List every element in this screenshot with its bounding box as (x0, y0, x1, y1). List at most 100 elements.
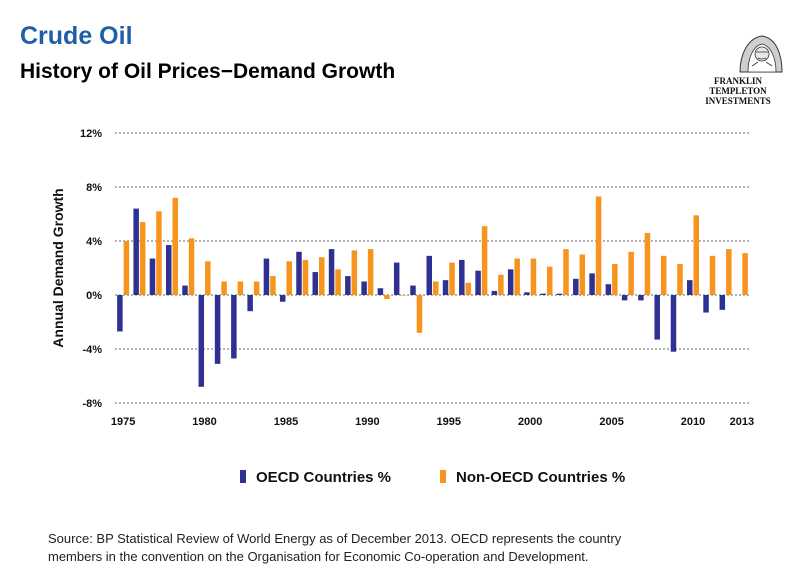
x-tick-label: 1975 (111, 416, 135, 428)
non-oecd-bar (237, 281, 244, 295)
non-oecd-bar (546, 266, 553, 295)
non-oecd-bar (742, 253, 748, 295)
non-oecd-bar (563, 249, 569, 295)
oecd-bar (214, 295, 221, 364)
oecd-bar (638, 295, 644, 301)
non-oecd-bar (726, 249, 732, 295)
oecd-bar (361, 281, 367, 295)
non-oecd-bar (384, 295, 390, 300)
benjamin-franklin-portrait-icon (739, 35, 783, 73)
non-oecd-bar (579, 254, 586, 295)
non-oecd-bar (221, 281, 227, 295)
legend-non-oecd: Non-OECD Countries % (440, 469, 625, 486)
oecd-bar (719, 295, 726, 310)
oecd-bar (328, 249, 335, 295)
x-tick-label: 1980 (192, 416, 216, 428)
non-oecd-bar (693, 215, 700, 295)
y-tick-label: -4% (82, 344, 102, 356)
x-tick-label: 2000 (518, 416, 542, 428)
non-oecd-bar (400, 295, 406, 296)
x-tick-label: 1995 (437, 416, 461, 428)
oecd-bar (573, 278, 579, 295)
oecd-bar (410, 285, 416, 295)
y-tick-label: 0% (86, 290, 102, 302)
source-line-1: Source: BP Statistical Review of World E… (48, 531, 622, 546)
non-oecd-bar (335, 269, 341, 295)
y-axis-ticks: -8% -4% 0% 4% 8% 12% (80, 128, 102, 410)
oecd-bar (149, 258, 156, 295)
demand-growth-chart: -8% -4% 0% 4% 8% 12% 1975 1980 1985 1990 1995 2000… (50, 128, 754, 428)
oecd-bar (670, 295, 677, 352)
x-tick-label: 2010 (681, 416, 705, 428)
non-oecd-bar (595, 196, 602, 295)
oecd-bar (426, 255, 432, 295)
non-oecd-bar (253, 281, 260, 295)
oecd-bar (442, 280, 449, 295)
oecd-bar (491, 290, 498, 295)
oecd-bar (605, 284, 612, 295)
non-oecd-bar (139, 222, 146, 295)
y-tick-label: -8% (82, 398, 102, 410)
x-tick-label: 2013 (730, 416, 754, 428)
oecd-bar (524, 292, 530, 295)
non-oecd-bar (302, 259, 309, 295)
non-oecd-bar (188, 238, 195, 295)
non-oecd-bar (644, 232, 651, 295)
x-tick-label: 1985 (274, 416, 298, 428)
oecd-bar (279, 295, 286, 302)
oecd-bar (198, 295, 205, 387)
oecd-bar (589, 273, 595, 295)
page-subtitle: History of Oil Prices−Demand Growth (20, 60, 396, 83)
oecd-bar (296, 251, 302, 295)
non-oecd-bar (172, 197, 178, 295)
oecd-bar (377, 288, 384, 295)
non-oecd-bar (123, 241, 130, 295)
oecd-bar (231, 295, 237, 359)
oecd-bar (540, 293, 546, 295)
brand-line1: FRANKLIN TEMPLETON (709, 76, 767, 96)
oecd-bar (117, 295, 123, 332)
source-note: Source: BP Statistical Review of World E… (48, 530, 748, 566)
oecd-bar (654, 295, 660, 340)
chart-bars (117, 196, 748, 387)
non-oecd-bar (156, 211, 162, 295)
oecd-bar (687, 280, 693, 295)
oecd-bar (345, 276, 351, 295)
non-oecd-bar (286, 261, 292, 295)
x-axis-ticks: 1975 1980 1985 1990 1995 2000 2005 2010 2013 (111, 416, 754, 428)
oecd-bar (133, 208, 139, 295)
non-oecd-bar (465, 282, 472, 295)
oecd-bar (703, 295, 709, 313)
non-oecd-bar (709, 255, 716, 295)
brand-logo-text: FRANKLIN TEMPLETON INVESTMENTS (688, 76, 788, 106)
oecd-bar (393, 262, 400, 295)
non-oecd-bar (660, 255, 667, 295)
legend-non-oecd-label: Non-OECD Countries % (456, 469, 626, 486)
non-oecd-bar (530, 258, 537, 295)
oecd-bar (556, 293, 563, 295)
non-oecd-bar (433, 281, 439, 295)
oecd-bar (263, 258, 270, 295)
x-tick-label: 1990 (355, 416, 379, 428)
non-oecd-bar (677, 263, 683, 295)
oecd-bar (459, 259, 465, 295)
legend-non-oecd-swatch (440, 470, 446, 483)
oecd-bar (165, 245, 172, 295)
legend-oecd: OECD Countries % (240, 469, 391, 486)
y-tick-label: 12% (80, 128, 102, 140)
non-oecd-bar (612, 263, 618, 295)
non-oecd-bar (270, 276, 276, 295)
non-oecd-bar (351, 250, 358, 295)
chart-grid (115, 132, 750, 404)
source-line-2: members in the convention on the Organis… (48, 549, 589, 564)
non-oecd-bar (449, 262, 455, 295)
oecd-bar (621, 295, 628, 301)
oecd-bar (182, 285, 188, 295)
legend-oecd-swatch (240, 470, 246, 483)
non-oecd-bar (481, 226, 488, 295)
brand-line2: INVESTMENTS (705, 96, 771, 106)
non-oecd-bar (319, 257, 325, 295)
oecd-bar (507, 269, 514, 295)
y-tick-label: 4% (86, 236, 102, 248)
non-oecd-bar (205, 261, 211, 295)
